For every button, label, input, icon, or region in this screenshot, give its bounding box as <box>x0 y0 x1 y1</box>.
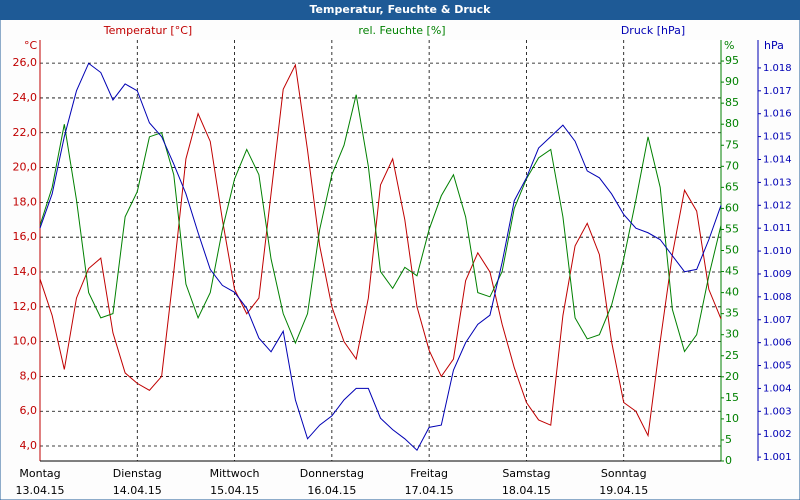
legend-label: Temperatur [°C] <box>103 24 192 37</box>
y2-tick-label: 70 <box>725 159 739 172</box>
y3-tick-label: 1.004 <box>763 383 792 394</box>
y2-tick-label: 40 <box>725 286 739 299</box>
y-tick-label: 6,0 <box>20 404 38 417</box>
y3-tick-label: 1.010 <box>763 246 792 257</box>
y2-tick-label: 45 <box>725 265 739 278</box>
y2-tick-label: 0 <box>725 454 732 467</box>
y3-tick-label: 1.003 <box>763 406 792 417</box>
series-line <box>39 63 722 438</box>
y2-tick-label: 15 <box>725 391 739 404</box>
y2-tick-label: 20 <box>725 370 739 383</box>
x-tick-date: 17.04.15 <box>405 484 454 497</box>
y-axis-label: °C <box>24 39 38 52</box>
x-tick-date: 16.04.15 <box>307 484 356 497</box>
y3-tick-label: 1.017 <box>763 86 792 97</box>
x-tick-date: 18.04.15 <box>502 484 551 497</box>
x-tick-label: Samstag <box>502 467 550 480</box>
y-tick-label: 24,0 <box>13 91 38 104</box>
y3-tick-label: 1.008 <box>763 292 792 303</box>
y3-tick-label: 1.007 <box>763 315 792 326</box>
y2-tick-label: 25 <box>725 349 739 362</box>
y2-tick-label: 80 <box>725 117 739 130</box>
y2-tick-label: 55 <box>725 222 739 235</box>
y2-tick-label: 95 <box>725 54 739 67</box>
x-tick-label: Dienstag <box>113 467 162 480</box>
y3-tick-label: 1.001 <box>763 452 792 463</box>
x-tick-label: Sonntag <box>601 467 647 480</box>
y3-axis-label: hPa <box>764 39 784 52</box>
y-tick-label: 16,0 <box>13 230 38 243</box>
y-tick-label: 26,0 <box>13 56 38 69</box>
y3-tick-label: 1.002 <box>763 429 792 440</box>
y2-tick-label: 75 <box>725 138 739 151</box>
chart-title: Temperatur, Feuchte & Druck <box>310 3 492 16</box>
x-tick-date: 19.04.15 <box>599 484 648 497</box>
y2-tick-label: 90 <box>725 75 739 88</box>
legend-label: Druck [hPa] <box>621 24 685 37</box>
y-tick-label: 4,0 <box>20 439 38 452</box>
y-tick-label: 20,0 <box>13 161 38 174</box>
y-tick-label: 8,0 <box>20 369 38 382</box>
y3-tick-label: 1.015 <box>763 132 792 143</box>
x-tick-date: 14.04.15 <box>113 484 162 497</box>
series-line <box>39 94 722 353</box>
y3-tick-label: 1.018 <box>763 63 792 74</box>
title-bar <box>0 0 800 20</box>
x-tick-label: Freitag <box>410 467 448 480</box>
x-tick-date: 15.04.15 <box>210 484 259 497</box>
x-tick-label: Montag <box>19 467 60 480</box>
y3-tick-label: 1.005 <box>763 361 792 372</box>
y2-tick-label: 65 <box>725 180 739 193</box>
x-tick-label: Donnerstag <box>300 467 364 480</box>
series-line <box>39 62 722 452</box>
y2-tick-label: 85 <box>725 96 739 109</box>
y-tick-label: 10,0 <box>13 335 38 348</box>
y2-tick-label: 35 <box>725 307 739 320</box>
y2-tick-label: 50 <box>725 244 739 257</box>
y2-tick-label: 30 <box>725 328 739 341</box>
y3-tick-label: 1.016 <box>763 109 792 120</box>
y3-tick-label: 1.011 <box>763 223 792 234</box>
x-tick-date: 13.04.15 <box>16 484 65 497</box>
y3-tick-label: 1.013 <box>763 177 792 188</box>
x-tick-label: Mittwoch <box>210 467 260 480</box>
y-tick-label: 22,0 <box>13 126 38 139</box>
legend-label: rel. Feuchte [%] <box>358 24 445 37</box>
y2-tick-label: 5 <box>725 433 732 446</box>
y2-axis-label: % <box>724 39 734 52</box>
y-tick-label: 18,0 <box>13 195 38 208</box>
plot-area <box>40 40 721 461</box>
y-tick-label: 14,0 <box>13 265 38 278</box>
y2-tick-label: 10 <box>725 412 739 425</box>
y-tick-label: 12,0 <box>13 300 38 313</box>
y2-tick-label: 60 <box>725 201 739 214</box>
y3-tick-label: 1.012 <box>763 200 792 211</box>
y3-tick-label: 1.006 <box>763 338 792 349</box>
y3-tick-label: 1.014 <box>763 155 792 166</box>
y3-tick-label: 1.009 <box>763 269 792 280</box>
